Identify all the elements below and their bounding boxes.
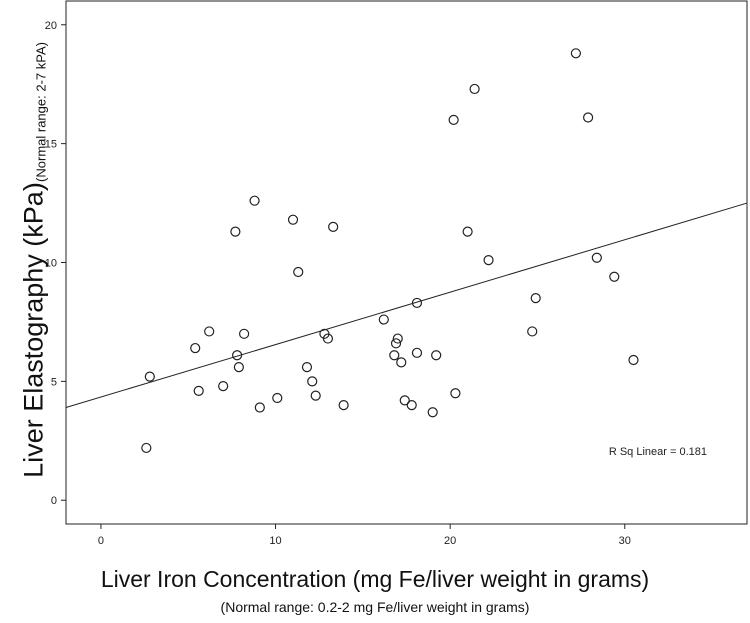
data-point: [230, 226, 241, 237]
y-axis-title-area: Liver Elastography (kPa) (Normal range: …: [0, 0, 60, 623]
x-axis-normal-range-note: (Normal range: 0.2-2 mg Fe/liver weight …: [220, 599, 530, 615]
data-points: [141, 48, 639, 454]
data-point: [193, 385, 204, 396]
x-tick-label: 0: [98, 535, 104, 547]
data-point: [483, 255, 494, 266]
data-point: [232, 350, 243, 361]
data-point: [338, 400, 349, 411]
data-point: [328, 221, 339, 232]
y-tick-label: 20: [45, 20, 57, 32]
y-tick-label: 5: [51, 376, 57, 388]
data-point: [411, 297, 423, 309]
data-point: [411, 347, 423, 358]
data-point: [392, 333, 403, 344]
data-point: [582, 112, 594, 123]
data-point: [406, 400, 417, 411]
x-tick-label: 20: [444, 535, 456, 547]
data-point: [204, 326, 215, 337]
y-axis-title: Liver Elastography (kPa): [18, 182, 49, 478]
data-point: [322, 333, 334, 344]
data-point: [570, 48, 581, 59]
data-point: [249, 195, 260, 206]
data-point: [399, 395, 410, 406]
data-point: [310, 390, 321, 401]
data-point: [591, 252, 602, 263]
data-point: [396, 357, 407, 368]
data-point: [469, 83, 480, 95]
data-point: [431, 350, 442, 361]
x-axis-title: Liver Iron Concentration (mg Fe/liver we…: [100, 566, 650, 592]
data-point: [239, 328, 250, 339]
data-point: [218, 381, 229, 392]
data-point: [462, 226, 473, 237]
y-tick-label: 10: [45, 258, 57, 270]
r-squared-annotation: R Sq Linear = 0.181: [609, 446, 707, 458]
data-point: [307, 376, 318, 387]
data-point: [190, 342, 201, 354]
data-point: [427, 407, 438, 418]
data-point: [301, 362, 313, 373]
data-point: [378, 314, 389, 325]
y-axis: 0 5 10 15 20: [45, 20, 66, 507]
y-tick-label: 15: [45, 139, 57, 151]
data-point: [233, 362, 244, 373]
x-tick-label: 10: [269, 535, 281, 547]
data-point: [287, 214, 299, 225]
data-point: [144, 371, 155, 382]
x-tick-label: 30: [619, 535, 631, 547]
data-point: [389, 350, 400, 361]
data-point: [272, 392, 283, 404]
data-point: [141, 442, 152, 454]
data-point: [628, 354, 639, 366]
data-point: [293, 266, 304, 278]
y-axis-normal-range-note: (Normal range: 2-7 kPA): [33, 42, 49, 182]
x-axis: 0 10 20 30: [98, 524, 631, 547]
data-point: [448, 114, 459, 125]
data-point: [527, 326, 538, 337]
y-tick-label: 0: [51, 495, 57, 507]
data-point: [450, 388, 461, 399]
data-point: [254, 402, 265, 413]
data-point: [390, 338, 402, 349]
regression-fit-line: [65, 202, 748, 408]
data-point: [609, 271, 620, 282]
scatter-chart: 0 5 10 15 20 0 10 20 30 R Sq Linear = 0.181: [45, 0, 748, 547]
data-point: [530, 293, 541, 304]
